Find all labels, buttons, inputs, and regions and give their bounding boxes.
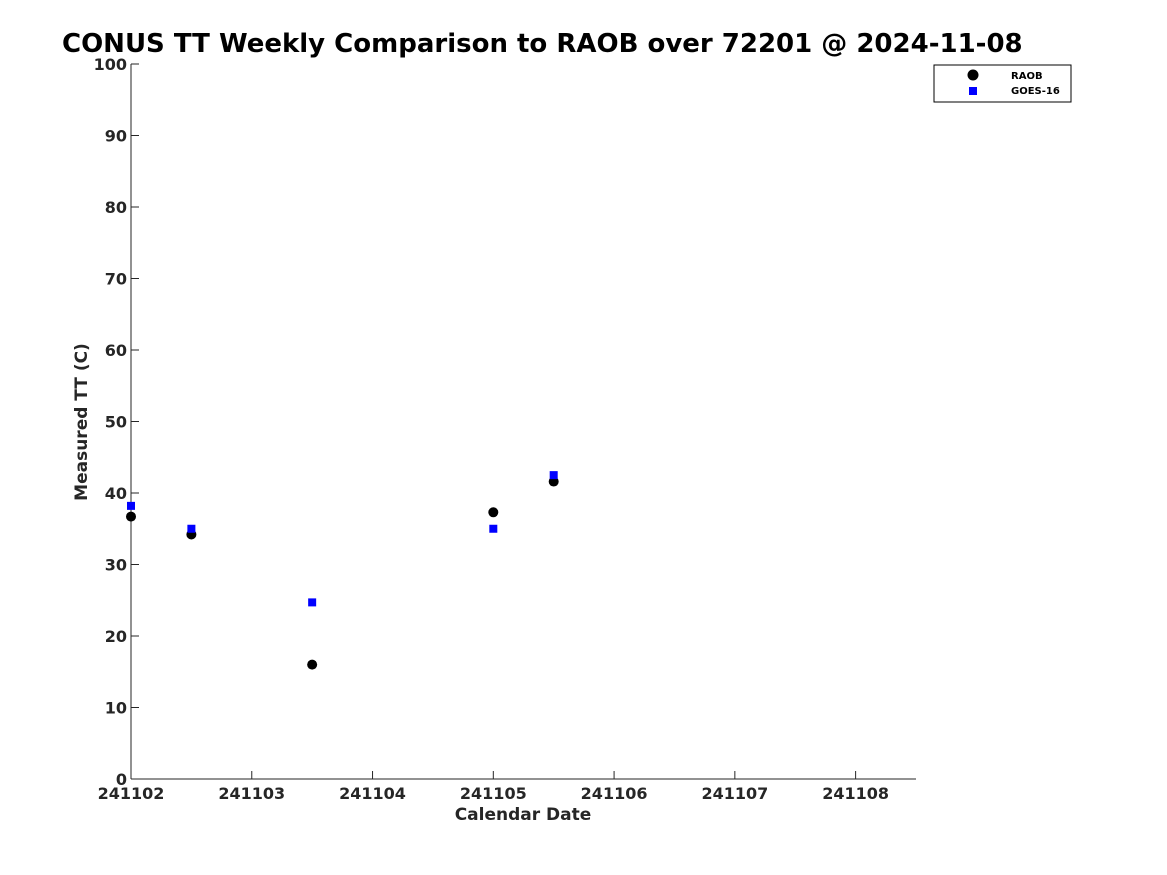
y-tick-label: 70	[105, 270, 127, 289]
y-tick-label: 0	[116, 770, 127, 789]
x-tick-label: 241103	[218, 784, 285, 803]
x-tick-label: 241104	[339, 784, 406, 803]
y-tick-label: 20	[105, 627, 127, 646]
x-tick-label: 241102	[98, 784, 165, 803]
point-raob	[488, 507, 499, 518]
y-tick-label: 50	[105, 413, 127, 432]
point-raob	[307, 659, 318, 670]
x-tick-label: 241107	[701, 784, 768, 803]
point-raob	[126, 511, 136, 522]
x-axis-label: Calendar Date	[455, 805, 592, 825]
chart-title: CONUS TT Weekly Comparison to RAOB over …	[62, 29, 1023, 59]
y-tick-label: 40	[105, 484, 127, 503]
y-tick-label: 90	[105, 127, 127, 146]
legend: RAOB GOES-16	[933, 64, 1072, 103]
legend-marker-raob	[967, 69, 979, 81]
x-tick-label: 241105	[460, 784, 527, 803]
y-ticks: 0 10 20 30 40 50 60 70 80 90 100	[94, 55, 139, 789]
x-tick-label: 241108	[822, 784, 889, 803]
y-tick-label: 80	[105, 198, 127, 217]
point-goes16	[127, 501, 135, 510]
axes	[130, 64, 916, 780]
point-goes16	[489, 524, 498, 533]
legend-label-raob: RAOB	[1011, 71, 1043, 82]
legend-marker-goes16	[969, 87, 977, 95]
point-goes16	[549, 471, 558, 480]
x-tick-label: 241106	[581, 784, 648, 803]
data-points	[126, 471, 559, 670]
point-goes16	[187, 524, 196, 533]
legend-label-goes16: GOES-16	[1011, 86, 1060, 97]
point-goes16	[308, 598, 317, 607]
legend-box	[933, 64, 1072, 103]
y-axis-label: Measured TT (C)	[72, 343, 92, 501]
y-tick-label: 60	[105, 341, 127, 360]
x-ticks: 241102 241103 241104 241105 241106 241107 2411…	[98, 771, 889, 803]
y-tick-label: 100	[94, 55, 127, 74]
y-tick-label: 10	[105, 699, 127, 718]
y-tick-label: 30	[105, 556, 127, 575]
